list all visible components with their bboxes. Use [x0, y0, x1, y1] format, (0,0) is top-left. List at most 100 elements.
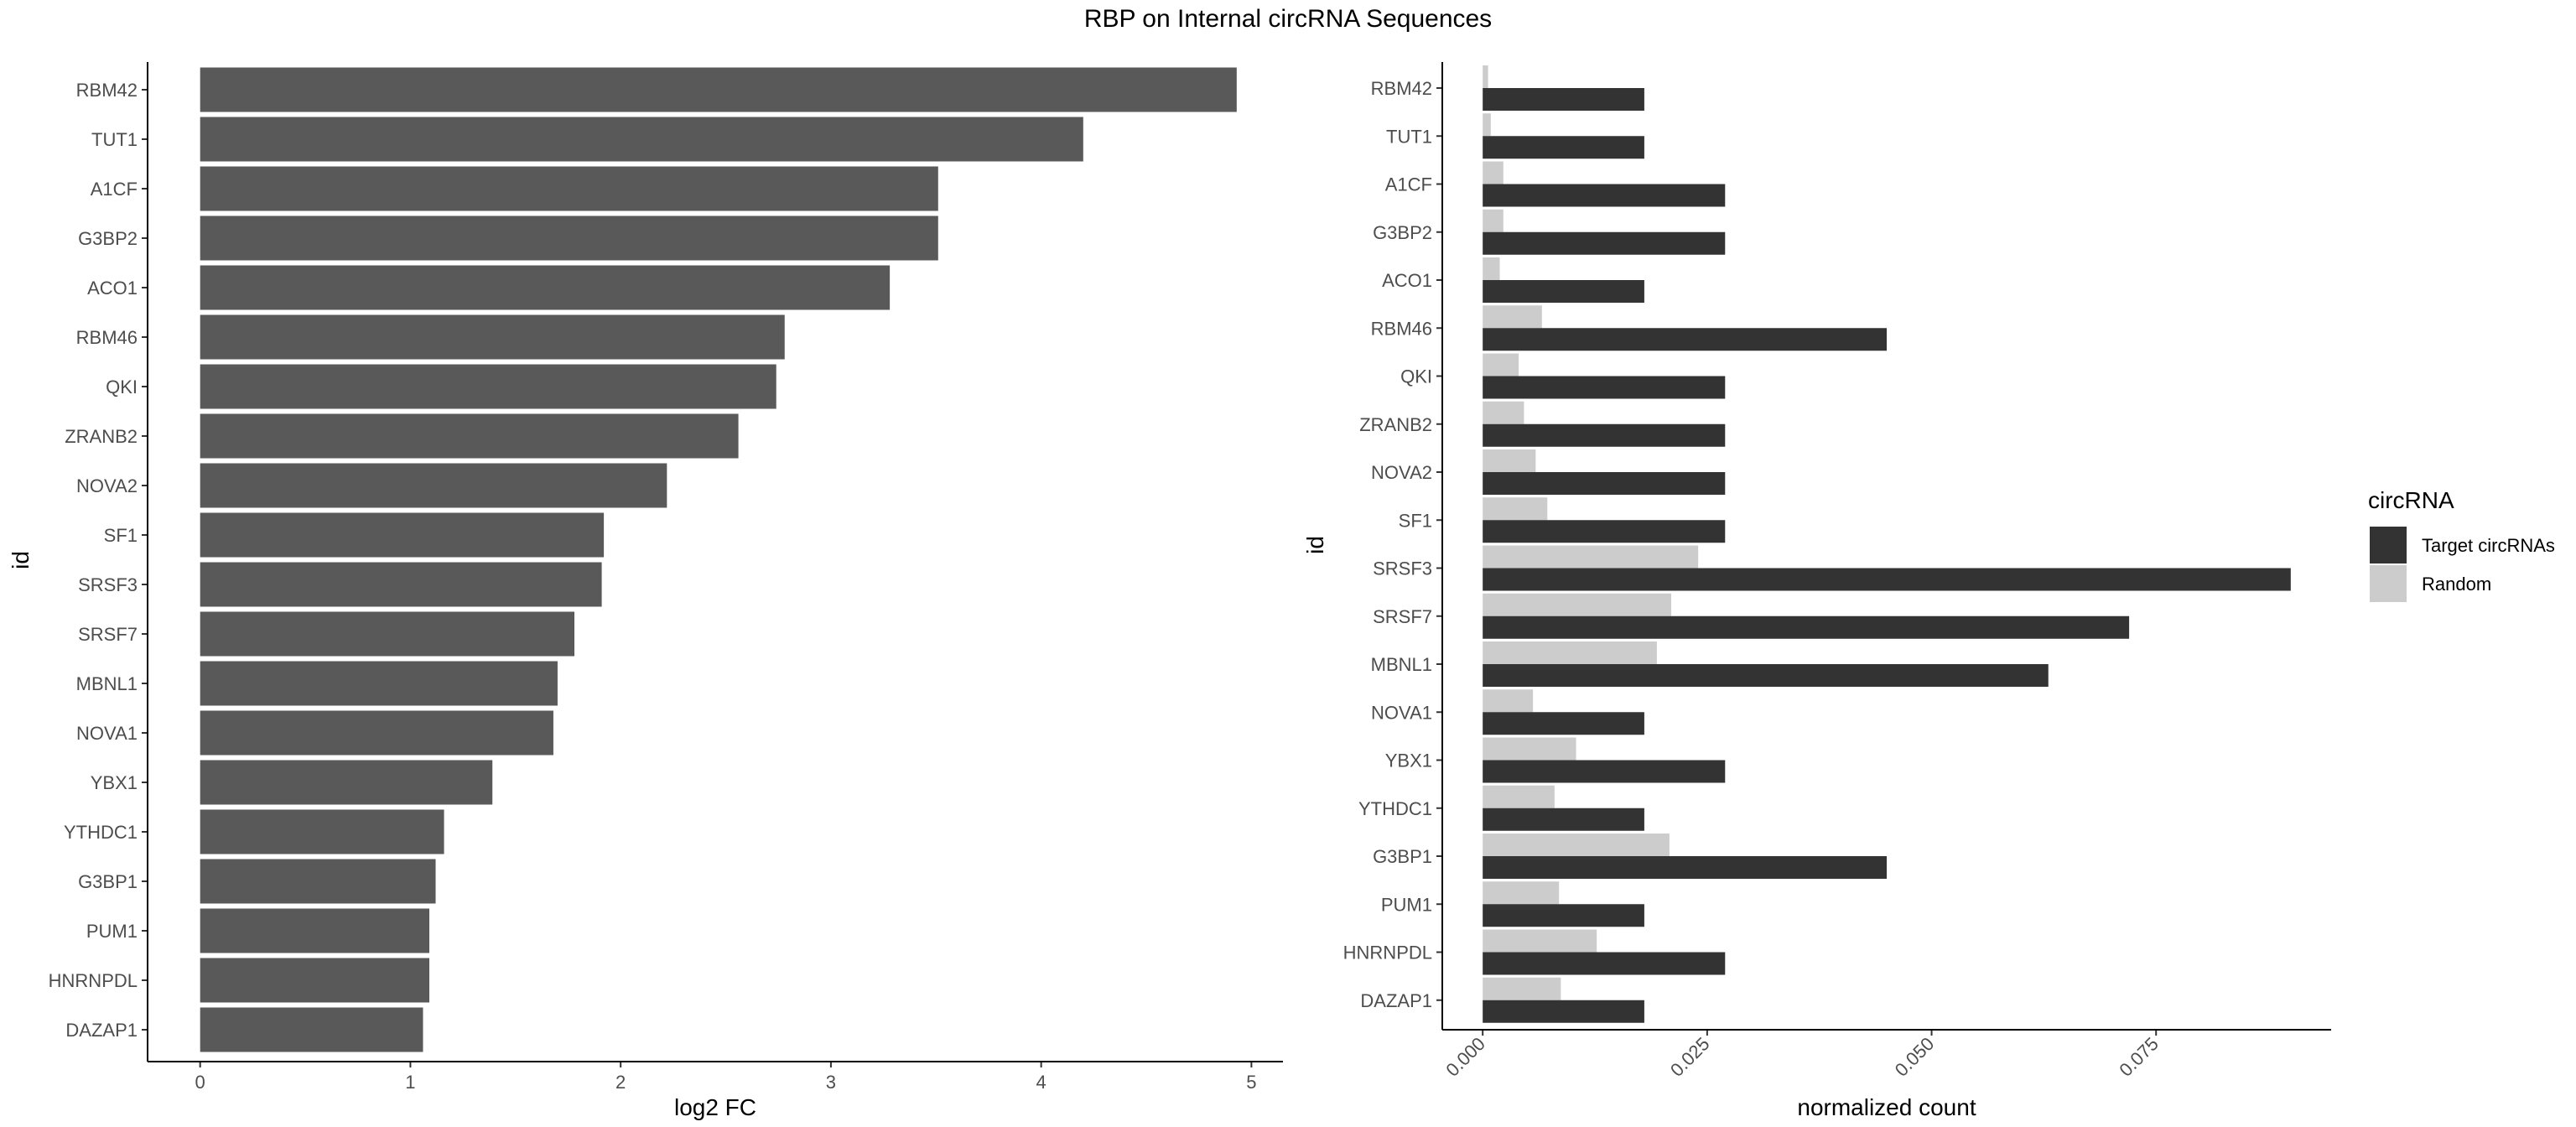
target-bar-nova1 [1483, 712, 1644, 735]
target-bar-a1cf [1483, 184, 1726, 207]
random-bar-zranb2 [1483, 401, 1524, 424]
normalized-count-x-tick-label: 0.025 [1666, 1033, 1714, 1081]
target-bar-mbnl1 [1483, 664, 2049, 687]
random-bar-g3bp1 [1483, 834, 1670, 856]
log2fc-bar-sf1 [200, 512, 605, 558]
random-bar-qki [1483, 353, 1519, 377]
log2fc-bar-qki [200, 364, 776, 409]
log2fc-bar-nova1 [200, 710, 553, 756]
target-bar-g3bp1 [1483, 856, 1887, 879]
log2fc-category-label-g3bp1: G3BP1 [78, 871, 138, 892]
legend-swatch-target-circrnas [2370, 527, 2407, 564]
normalized-count-category-label-qki: QKI [1400, 366, 1432, 387]
random-bar-srsf3 [1483, 545, 1699, 569]
normalized-count-bars [1483, 65, 2291, 1023]
log2fc-bar-srsf3 [200, 562, 602, 607]
log2fc-category-label-tut1: TUT1 [91, 129, 138, 150]
target-bar-rbm46 [1483, 328, 1887, 351]
log2fc-x-tick-label: 4 [1036, 1072, 1046, 1093]
log2fc-category-label-dazap1: DAZAP1 [65, 1020, 138, 1041]
random-bar-ythdc1 [1483, 785, 1555, 808]
log2fc-category-label-aco1: ACO1 [87, 278, 138, 299]
log2fc-category-label-zranb2: ZRANB2 [65, 426, 138, 447]
log2fc-category-label-nova1: NOVA1 [76, 723, 138, 744]
random-bar-g3bp2 [1483, 209, 1504, 232]
normalized-count-y-axis-title: id [1302, 536, 1328, 554]
normalized-count-category-label-rbm46: RBM46 [1371, 318, 1432, 339]
normalized-count-category-label-nova1: NOVA1 [1371, 702, 1432, 723]
target-bar-ybx1 [1483, 760, 1726, 783]
normalized-count-category-label-sf1: SF1 [1399, 510, 1432, 531]
legend-title: circRNA [2368, 487, 2454, 513]
log2fc-bar-srsf7 [200, 611, 575, 657]
plot-title: RBP on Internal circRNA Sequences [1084, 5, 1492, 33]
log2fc-y-axis-title: id [8, 551, 34, 569]
log2fc-x-tick-label: 5 [1246, 1072, 1256, 1093]
log2fc-category-labels: RBM42 TUT1 A1CF G3BP2 ACO1 RBM46 QKI ZRANB2 NOVA… [49, 80, 148, 1041]
normalized-count-x-axis-title: normalized count [1797, 1094, 1976, 1120]
normalized-count-category-label-tut1: TUT1 [1386, 126, 1432, 147]
target-bar-hnrnpdl [1483, 952, 1726, 975]
legend: circRNA Target circRNAs Random [2368, 487, 2555, 602]
log2fc-category-label-nova2: NOVA2 [76, 475, 138, 496]
normalized-count-category-label-rbm42: RBM42 [1371, 78, 1432, 99]
random-bar-ybx1 [1483, 737, 1576, 761]
log2fc-bar-aco1 [200, 265, 891, 310]
target-bar-ythdc1 [1483, 808, 1644, 831]
log2fc-bar-dazap1 [200, 1007, 423, 1052]
random-bar-sf1 [1483, 497, 1548, 521]
log2fc-bar-ybx1 [200, 760, 493, 805]
log2fc-bar-g3bp1 [200, 859, 436, 904]
log2fc-bar-panel: RBM42 TUT1 A1CF G3BP2 ACO1 RBM46 QKI ZRANB2 NOVA… [8, 62, 1283, 1120]
normalized-count-category-label-g3bp2: G3BP2 [1373, 222, 1432, 243]
target-bar-rbm42 [1483, 88, 1644, 111]
target-bar-srsf3 [1483, 568, 2291, 591]
normalized-count-category-label-a1cf: A1CF [1385, 174, 1432, 195]
log2fc-bar-hnrnpdl [200, 958, 429, 1003]
log2fc-bar-zranb2 [200, 413, 739, 459]
log2fc-category-label-hnrnpdl: HNRNPDL [49, 970, 138, 991]
normalized-count-category-label-ythdc1: YTHDC1 [1358, 798, 1432, 819]
target-bar-pum1 [1483, 904, 1644, 927]
random-bar-srsf7 [1483, 593, 1672, 616]
log2fc-category-label-pum1: PUM1 [86, 921, 138, 942]
normalized-count-category-label-dazap1: DAZAP1 [1360, 990, 1432, 1011]
log2fc-bar-pum1 [200, 908, 429, 953]
random-bar-aco1 [1483, 257, 1500, 280]
target-bar-aco1 [1483, 280, 1644, 303]
target-bar-srsf7 [1483, 615, 2130, 639]
target-bar-qki [1483, 376, 1726, 399]
log2fc-x-tick-label: 2 [615, 1072, 626, 1093]
normalized-count-category-label-g3bp1: G3BP1 [1373, 846, 1432, 867]
log2fc-category-label-ybx1: YBX1 [91, 772, 138, 793]
target-bar-sf1 [1483, 520, 1726, 543]
random-bar-a1cf [1483, 161, 1504, 184]
log2fc-category-label-sf1: SF1 [104, 525, 138, 546]
legend-label-target-circrnas: Target circRNAs [2422, 535, 2555, 556]
log2fc-bar-mbnl1 [200, 661, 558, 706]
log2fc-bar-a1cf [200, 166, 938, 211]
normalized-count-category-label-srsf3: SRSF3 [1373, 558, 1432, 579]
normalized-count-category-label-zranb2: ZRANB2 [1359, 414, 1432, 435]
log2fc-category-label-g3bp2: G3BP2 [78, 228, 138, 249]
target-bar-dazap1 [1483, 1000, 1644, 1023]
random-bar-hnrnpdl [1483, 929, 1597, 953]
log2fc-category-label-a1cf: A1CF [91, 179, 138, 200]
random-bar-nova2 [1483, 449, 1536, 472]
legend-items: Target circRNAs Random [2370, 527, 2555, 602]
legend-swatch-random [2370, 565, 2407, 602]
log2fc-bar-rbm42 [200, 67, 1237, 112]
target-bar-zranb2 [1483, 423, 1726, 447]
random-bar-pum1 [1483, 881, 1560, 905]
target-bar-tut1 [1483, 136, 1644, 159]
log2fc-bars [200, 67, 1237, 1052]
log2fc-bar-rbm46 [200, 314, 785, 360]
normalized-count-x-tick-label: 0.050 [1891, 1033, 1939, 1081]
log2fc-category-label-rbm46: RBM46 [76, 327, 138, 348]
log2fc-category-label-srsf3: SRSF3 [78, 574, 138, 595]
log2fc-category-label-rbm42: RBM42 [76, 80, 138, 101]
random-bar-rbm46 [1483, 305, 1542, 329]
random-bar-dazap1 [1483, 977, 1561, 1000]
normalized-count-x-tick-label: 0.000 [1441, 1033, 1489, 1081]
